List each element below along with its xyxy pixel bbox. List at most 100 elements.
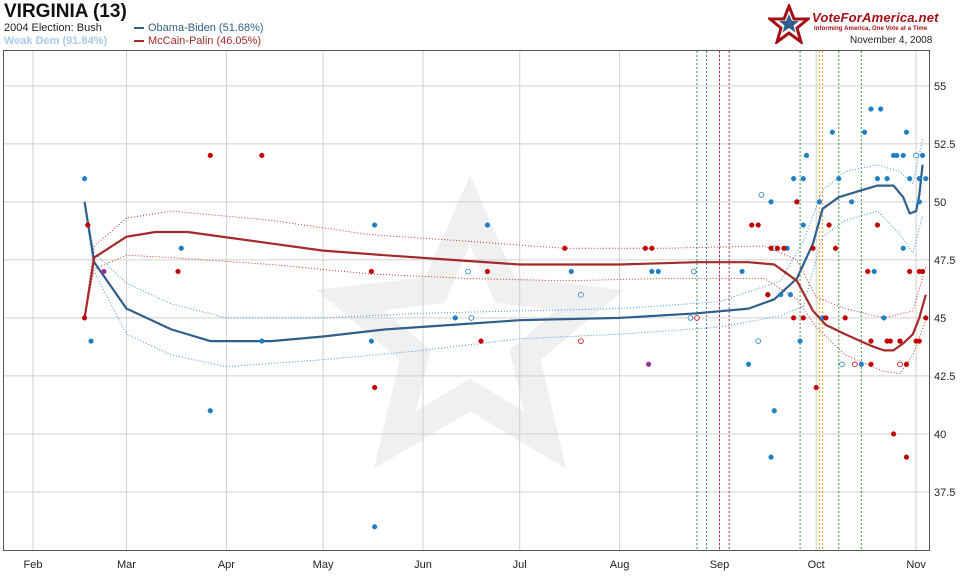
mccain-palin-poll-point: [484, 268, 491, 275]
chart-grid: [4, 51, 929, 550]
mccain-palin-poll-point: [81, 315, 88, 321]
mccain-palin-poll-point: [794, 199, 800, 205]
obama-biden-poll-point: [465, 268, 471, 275]
x-tick-label: Apr: [218, 559, 235, 571]
trend-lines: [83, 164, 927, 352]
mccain-palin-poll-point: [368, 268, 375, 275]
obama-biden-poll-point: [923, 176, 929, 182]
obama-biden-poll-point: [871, 268, 877, 275]
obama-biden-poll-point: [259, 338, 265, 344]
mccain-palin-poll-point: [175, 268, 181, 275]
mccain-palin-poll-point: [478, 338, 484, 344]
mccain-palin-poll-point: [890, 431, 897, 437]
obama-biden-poll-point: [884, 176, 890, 182]
mccain-palin-poll-point: [85, 222, 91, 228]
mccain-palin-poll-point: [755, 222, 761, 228]
x-tick-label: Feb: [24, 559, 43, 571]
mccain-palin-poll-point: [903, 454, 910, 460]
obama-biden-band-upper: [84, 139, 924, 319]
mccain-palin-poll-point: [823, 315, 829, 321]
mccain-palin-poll-point: [897, 338, 903, 344]
y-tick-label: 42.5: [934, 371, 955, 383]
mccain-palin-poll-point: [578, 338, 584, 344]
legend-swatch: [134, 27, 144, 30]
obama-biden-poll-point: [816, 199, 823, 205]
obama-biden-poll-point: [372, 524, 378, 530]
mccain-palin-band-upper: [84, 210, 927, 319]
election-2004-label: 2004 Election: Bush: [4, 22, 102, 34]
x-tick-label: Aug: [610, 559, 630, 571]
mccain-palin-poll-point: [832, 245, 839, 251]
mccain-palin-poll-point: [749, 222, 755, 228]
y-tick-label: 50: [934, 197, 946, 209]
obama-biden-poll-point: [690, 268, 697, 275]
obama-biden-poll-point: [178, 245, 184, 251]
obama-biden-poll-point: [849, 199, 855, 205]
mccain-palin-poll-point: [649, 245, 655, 251]
obama-biden-poll-point: [900, 245, 906, 251]
mccain-palin-poll-point: [897, 361, 903, 368]
brand-name[interactable]: VoteForAmerica.net: [812, 10, 939, 25]
obama-biden-poll-point: [881, 315, 887, 321]
mccain-palin-poll-point: [852, 361, 858, 368]
obama-biden-poll-point: [649, 268, 655, 275]
mccain-palin-poll-point: [259, 152, 265, 159]
x-tick-label: Nov: [906, 559, 926, 571]
obama-biden-poll-point: [868, 106, 874, 112]
mccain-palin-poll-point: [868, 338, 874, 344]
obama-biden-poll-point: [484, 222, 491, 228]
mccain-palin-poll-point: [207, 152, 213, 159]
obama-biden-poll-point: [81, 176, 88, 182]
mccain-palin-poll-point: [810, 245, 816, 251]
mccain-palin-poll-point: [813, 384, 819, 391]
obama-biden-poll-point: [207, 408, 213, 414]
x-tick-label: Sep: [710, 559, 730, 571]
obama-biden-poll-point: [778, 292, 784, 298]
obama-biden-poll-point: [578, 291, 584, 298]
mccain-palin-trend-line: [83, 230, 927, 352]
obama-biden-poll-point: [739, 268, 745, 275]
legend-label: McCain-Palin (46.05%): [148, 35, 262, 47]
mccain-palin-poll-point: [781, 245, 787, 251]
obama-biden-poll-point: [874, 176, 881, 182]
other-poll-point: [645, 361, 652, 367]
mccain-palin-poll-point: [919, 268, 926, 275]
obama-biden-poll-point: [878, 106, 884, 112]
mccain-palin-poll-point: [642, 245, 648, 251]
mccain-palin-poll-point: [765, 292, 771, 298]
legend-swatch: [134, 40, 144, 43]
obama-biden-poll-point: [88, 338, 94, 344]
obama-biden-poll-point: [861, 129, 868, 135]
mccain-palin-poll-point: [916, 338, 922, 344]
y-tick-label: 37.5: [934, 487, 955, 499]
x-axis-ticks: Feb Mar Apr May Jun Jul Aug Sep Oct Nov: [24, 559, 927, 571]
mccain-palin-poll-point: [791, 315, 797, 321]
obama-biden-poll-point: [903, 129, 910, 135]
legend-entry-obama: Obama-Biden (51.68%): [134, 22, 264, 34]
mccain-palin-poll-point: [887, 338, 893, 344]
chart-date: November 4, 2008: [850, 35, 933, 46]
obama-biden-poll-point: [745, 361, 752, 367]
y-tick-label: 40: [934, 429, 946, 441]
legend-entry-mccain: McCain-Palin (46.05%): [134, 35, 261, 47]
x-tick-label: Oct: [808, 559, 825, 571]
star-logo-icon: [768, 4, 810, 44]
obama-biden-poll-point: [787, 292, 794, 298]
y-tick-label: 52.5: [934, 139, 955, 151]
mccain-palin-poll-point: [372, 384, 378, 391]
y-axis-ticks: 37.5 40 42.5 45 47.5 50 52.5 55: [934, 81, 955, 499]
obama-biden-poll-point: [768, 199, 774, 205]
mccain-palin-poll-point: [903, 361, 910, 367]
obama-biden-poll-point: [800, 222, 806, 228]
event-lines: [696, 51, 862, 550]
confidence-bands: [84, 139, 927, 375]
y-tick-label: 47.5: [934, 255, 955, 267]
mccain-palin-poll-point: [842, 315, 848, 321]
mccain-palin-band-lower: [84, 254, 927, 375]
mccain-palin-poll-point: [694, 315, 700, 321]
mccain-palin-poll-point: [768, 245, 774, 251]
plot-frame: [3, 50, 930, 551]
obama-biden-poll-point: [368, 338, 375, 344]
obama-biden-poll-point: [900, 152, 906, 159]
